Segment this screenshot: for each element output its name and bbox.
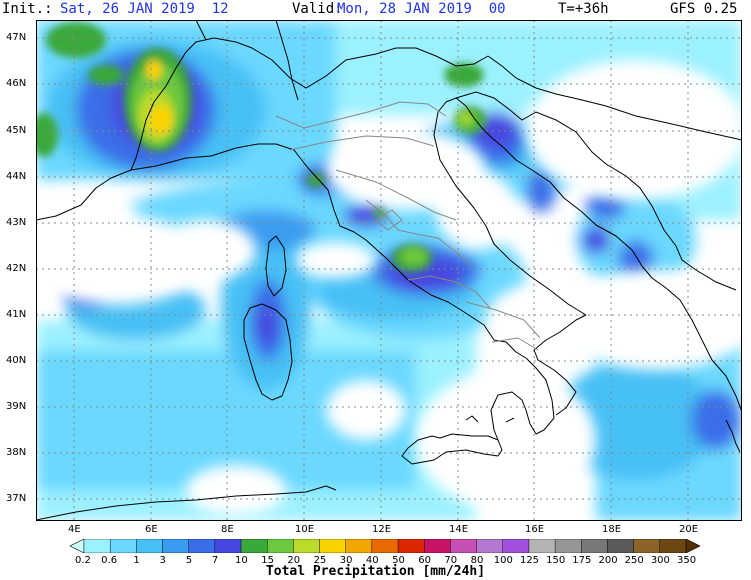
colorbar-tick-label: 5 <box>185 555 193 566</box>
colorbar-tick-label: 0.2 <box>75 555 91 566</box>
colorbar-title: Total Precipitation [mm/24h] <box>265 564 486 579</box>
colorbar-swatch <box>371 539 399 553</box>
lat-label: 39N <box>6 401 27 412</box>
init-label: Init.: <box>2 1 53 17</box>
lon-label: 6E <box>145 524 158 535</box>
colorbar-swatch <box>397 539 425 553</box>
colorbar-tick-label: 250 <box>624 555 644 566</box>
colorbar-swatch <box>607 539 634 553</box>
lon-label: 16E <box>525 524 545 535</box>
regional-borders <box>275 101 541 351</box>
colorbar-swatch <box>109 539 137 553</box>
colorbar-tick-label: 125 <box>519 555 540 566</box>
colorbar-tick-label: 50 <box>392 555 405 566</box>
valid-label: Valid: <box>292 1 343 17</box>
dry-areas <box>36 60 742 515</box>
valid-value: Mon, 28 JAN 2019 00 <box>337 1 506 17</box>
colorbar-tick-label: 7 <box>211 555 219 566</box>
colorbar-tick-label: 30 <box>339 555 353 566</box>
colorbar-tick-label: 25 <box>313 555 327 566</box>
colorbar-swatch <box>345 539 373 553</box>
lon-label: 10E <box>295 524 315 535</box>
colorbar-tick-label: 15 <box>261 555 274 566</box>
colorbar-swatch <box>659 539 687 553</box>
colorbar-tick-label: 10 <box>235 555 248 566</box>
colorbar-swatch <box>554 539 582 553</box>
colorbar-swatch <box>83 539 111 553</box>
coastlines <box>36 97 742 521</box>
colorbar-swatch <box>319 539 346 553</box>
colorbar-tick-label: 80 <box>470 555 484 566</box>
precipitation-map <box>36 20 742 521</box>
country-borders <box>130 20 742 291</box>
lon-label: 4E <box>68 524 81 535</box>
lat-label: 44N <box>6 171 27 182</box>
colorbar-tick-label: 175 <box>572 555 592 566</box>
colorbar-tick-label: 300 <box>650 555 670 566</box>
header: Init.: Sat, 26 JAN 2019 12 Valid: Mon, 2… <box>0 0 751 18</box>
colorbar-swatch <box>476 539 503 553</box>
lat-label: 42N <box>6 263 27 274</box>
model-name: GFS 0.25 <box>670 1 738 17</box>
lon-label: 14E <box>449 524 469 535</box>
lat-label: 43N <box>6 217 27 228</box>
lat-label: 37N <box>6 493 27 504</box>
init-value: Sat, 26 JAN 2019 12 <box>60 1 229 17</box>
lon-label: 20E <box>679 524 699 535</box>
colorbar-swatch <box>424 539 451 553</box>
colorbar-max-arrow <box>685 539 700 553</box>
colorbar-swatch <box>450 539 477 553</box>
colorbar-tick-label: 40 <box>365 555 379 566</box>
lat-label: 47N <box>6 32 27 43</box>
colorbar-swatch <box>214 539 242 553</box>
colorbar-tick-label: 60 <box>418 555 431 566</box>
colorbar-swatch <box>581 539 608 553</box>
colorbar-tick-label: 200 <box>598 555 618 566</box>
lat-label: 41N <box>6 309 27 320</box>
colorbar-swatch <box>188 539 216 553</box>
map-frame <box>36 20 742 521</box>
colorbar-tick-label: 70 <box>444 555 458 566</box>
colorbar-swatch <box>162 539 189 553</box>
colorbar-swatch <box>267 539 294 553</box>
colorbar-min-arrow <box>70 539 85 553</box>
lon-label: 18E <box>602 524 622 535</box>
colorbar-tick-label: 3 <box>159 555 166 566</box>
graticule <box>36 20 742 521</box>
colorbar-tick-label: 0.6 <box>101 555 118 566</box>
colorbar-swatch <box>136 539 163 553</box>
colorbar-swatch <box>528 539 556 553</box>
colorbar-swatch <box>502 539 530 553</box>
colorbar-tick-label: 100 <box>493 555 513 566</box>
colorbar-tick-label: 20 <box>287 555 301 566</box>
colorbar-swatch <box>240 539 268 553</box>
colorbar-tick-label: 150 <box>546 555 566 566</box>
lat-label: 46N <box>6 78 27 89</box>
lon-label: 8E <box>221 524 234 535</box>
lat-label: 45N <box>6 125 27 136</box>
lat-label: 38N <box>6 447 27 458</box>
lat-label: 40N <box>6 355 27 366</box>
heavy-precip-cores <box>36 22 486 272</box>
colorbar-swatch <box>633 539 661 553</box>
colorbar <box>70 539 700 553</box>
colorbar-swatch <box>293 539 320 553</box>
colorbar-tick-label: 1 <box>133 555 140 566</box>
lon-label: 12E <box>372 524 392 535</box>
colorbar-tick-label: 350 <box>677 555 697 566</box>
lead-time: T=+36h <box>558 1 609 17</box>
